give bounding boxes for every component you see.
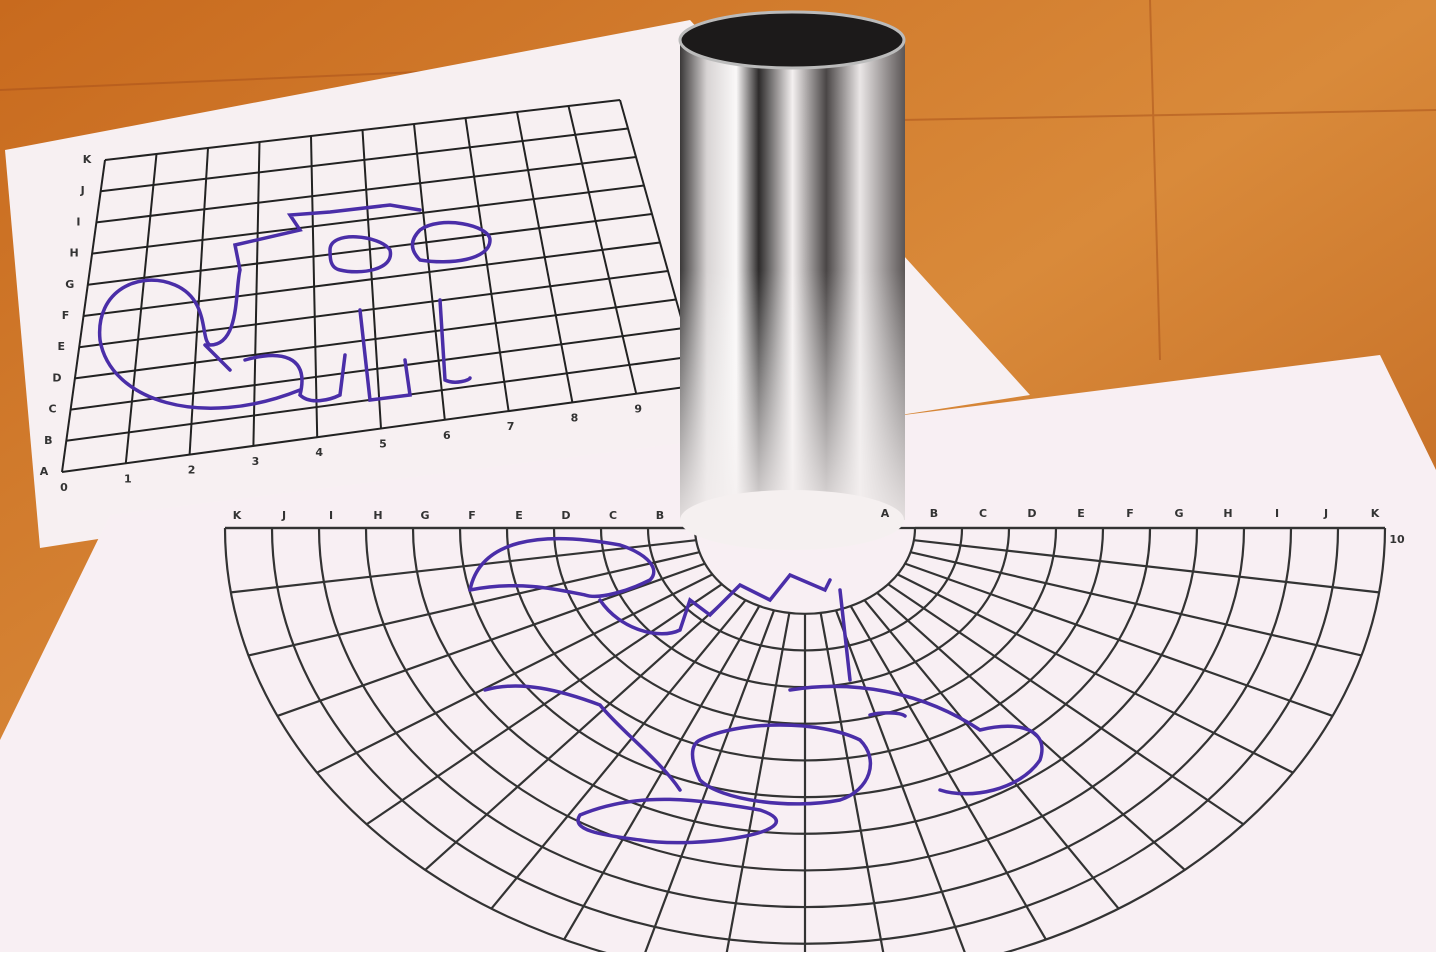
grid-line <box>87 213 653 286</box>
spoke <box>230 539 697 594</box>
column-label: 9 <box>634 403 642 416</box>
column-label: 2 <box>188 464 196 477</box>
drawings <box>98 203 1044 845</box>
spoke <box>910 551 1362 657</box>
polar-left-label: H <box>373 509 382 522</box>
row-label: C <box>49 403 57 416</box>
mirror-cylinder <box>678 10 906 550</box>
polar-right-label: K <box>1371 507 1380 520</box>
spoke <box>366 583 723 826</box>
spoke <box>724 612 791 956</box>
polar-right-label: B <box>930 507 938 520</box>
polar-end-label: 10 <box>1389 533 1405 546</box>
polar-left-label: C <box>609 509 617 522</box>
polar-right-label: E <box>1077 507 1085 520</box>
row-label: E <box>57 340 65 353</box>
polar-right-label: H <box>1223 507 1232 520</box>
grid-line <box>96 156 637 224</box>
spoke <box>834 609 968 956</box>
column-label: 0 <box>60 481 68 494</box>
column-label: 6 <box>443 429 451 442</box>
grid-line <box>100 127 629 193</box>
grid-line <box>74 298 677 380</box>
grid-line <box>70 327 685 411</box>
polar-left-label: F <box>468 509 476 522</box>
spoke <box>248 551 700 657</box>
spoke <box>424 592 734 871</box>
polar-sheet <box>0 355 1436 952</box>
polar-left-label: K <box>233 509 242 522</box>
ring <box>223 527 1387 956</box>
polar-left-label: D <box>561 509 570 522</box>
column-label: 4 <box>315 446 323 459</box>
grid-line <box>83 241 661 317</box>
grid-line <box>61 384 701 473</box>
cylinder-top <box>678 10 906 70</box>
row-label: B <box>44 434 52 447</box>
polar-right-label: G <box>1174 507 1183 520</box>
polar-grid <box>223 526 1387 956</box>
column-label: 3 <box>252 455 260 468</box>
polar-left-label: B <box>656 509 664 522</box>
spoke <box>887 583 1244 826</box>
grid-line <box>104 99 621 161</box>
row-label: G <box>65 278 74 291</box>
grid-line <box>79 270 669 349</box>
column-label: 5 <box>379 438 387 451</box>
grid-labels: 0 1 2 3 4 5 6 7 8 9 A B C D E F G H I J K K J I H G F E D C B A B C D E F G H I… <box>40 153 1405 546</box>
spoke <box>904 562 1333 717</box>
row-label: D <box>52 371 61 384</box>
cylinder-reflection <box>680 270 905 520</box>
polar-right-label: A <box>881 507 890 520</box>
row-label: J <box>80 184 85 197</box>
row-label: H <box>69 247 78 260</box>
spoke <box>849 605 1047 941</box>
spoke <box>563 605 761 941</box>
polar-right-label: I <box>1275 507 1279 520</box>
polar-right-label: D <box>1027 507 1036 520</box>
cylinder-base <box>680 490 904 550</box>
polar-left-label: I <box>329 509 333 522</box>
polar-right-label: F <box>1126 507 1134 520</box>
polar-left-label: J <box>281 509 286 522</box>
spoke <box>897 573 1294 774</box>
grid-line <box>91 184 645 255</box>
polar-left-label: G <box>420 509 429 522</box>
column-label: 7 <box>507 420 515 433</box>
polar-right-label: J <box>1323 507 1328 520</box>
row-label: I <box>76 215 80 228</box>
row-label: A <box>40 465 49 478</box>
spoke <box>913 539 1380 594</box>
cat-drawing <box>98 203 492 410</box>
spoke <box>316 573 713 774</box>
row-label: K <box>83 153 92 166</box>
spoke <box>490 599 747 910</box>
anamorphic-cat-drawing <box>468 536 1044 845</box>
spoke <box>863 599 1120 910</box>
row-label: F <box>62 309 70 322</box>
column-label: 1 <box>124 472 132 485</box>
polar-left-label: E <box>515 509 523 522</box>
polar-right-label: C <box>979 507 987 520</box>
column-label: 8 <box>571 411 579 424</box>
